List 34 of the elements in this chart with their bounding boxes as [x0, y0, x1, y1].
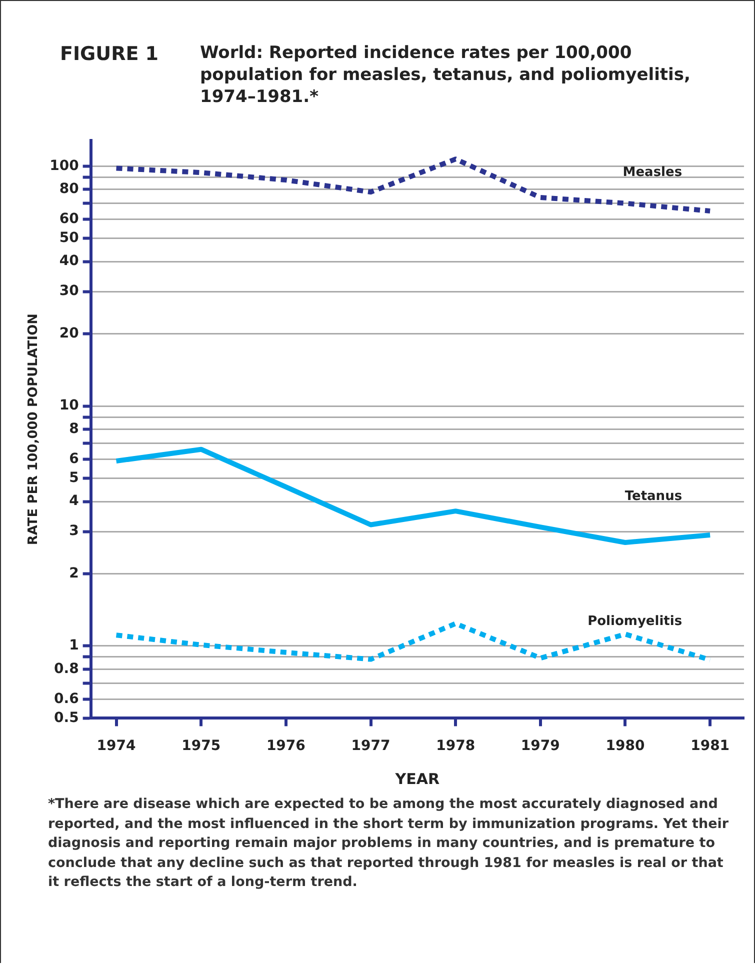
y-tick-label: 0.6	[54, 690, 79, 707]
y-tick-label: 8	[69, 420, 79, 437]
text: Tetanus	[624, 488, 682, 504]
x-tick-label: 1981	[690, 738, 730, 754]
caption: FIGURE 1	[60, 42, 160, 67]
y-tick-label: 6	[69, 450, 79, 467]
y-tick-label: 0.8	[54, 660, 79, 677]
x-tick-label: 1978	[436, 738, 476, 754]
y-tick-label: 4	[69, 493, 80, 510]
x-tick-label: 1980	[606, 738, 645, 754]
series-label: Poliomyelitis	[588, 614, 682, 629]
text: *There are disease which are expected to be among the most accurately diagnosed and reported, and the most influenced in the short term by immunization programs. Yet their diagnosis and reporting remain major problems in many countries, and is premature to conclude that any decline such as that reported through 1981 for measles is real or that it reflects the start of a long-term trend.	[48, 795, 730, 892]
y-tick-label: 50	[59, 230, 80, 246]
y-tick-label: 100	[50, 158, 80, 174]
x-tick-label: 1976	[266, 738, 306, 754]
y-tick-label: 5	[69, 470, 79, 486]
y-axis-title: RATE PER 100,000 POPULATION	[26, 313, 42, 546]
x-tick-label: 1974	[96, 738, 136, 754]
y-tick-label: 3	[69, 523, 79, 540]
chart-title: World: Reported incidence rates per 100,000 population for measles, tetanus, and poliomyelitis, 1974–1981.*	[200, 42, 692, 108]
y-tick-label: 80	[59, 181, 80, 198]
y-tick-label: 30	[59, 283, 80, 300]
x-tick-label: 1977	[351, 738, 390, 754]
y-tick-label: 40	[59, 253, 80, 270]
x-tick-label: 1975	[182, 738, 221, 754]
y-tick-label: 20	[59, 325, 80, 342]
y-tick-label: 1	[69, 638, 79, 654]
y-tick-label: 0.5	[54, 710, 79, 726]
y-tick-label: 60	[59, 210, 80, 227]
series-label: Measles	[622, 164, 682, 180]
y-tick-label: 2	[69, 565, 79, 582]
x-axis-title: YEAR	[394, 770, 440, 788]
y-tick-label: 10	[59, 398, 80, 414]
x-tick-label: 1979	[520, 738, 560, 754]
